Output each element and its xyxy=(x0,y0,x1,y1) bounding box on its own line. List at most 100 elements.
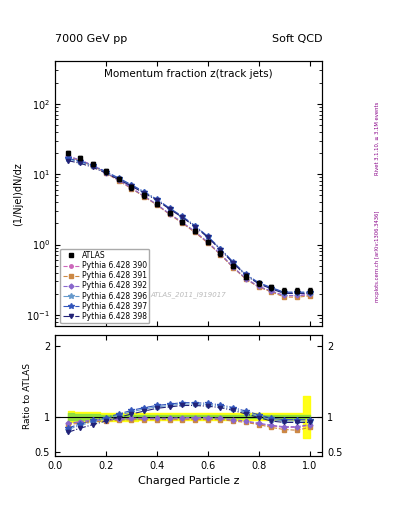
Line: Pythia 6.428 397: Pythia 6.428 397 xyxy=(65,156,312,295)
Pythia 6.428 396 xyxy=(65,156,70,162)
Pythia 6.428 398 xyxy=(142,190,147,196)
Pythia 6.428 390 xyxy=(282,293,286,299)
Pythia 6.428 391 xyxy=(294,294,299,301)
Pythia 6.428 390 xyxy=(307,292,312,298)
Y-axis label: Ratio to ATLAS: Ratio to ATLAS xyxy=(23,362,32,429)
Pythia 6.428 390 xyxy=(218,251,223,258)
Pythia 6.428 396 xyxy=(129,182,134,188)
Pythia 6.428 392 xyxy=(167,210,172,217)
Pythia 6.428 392 xyxy=(104,169,108,176)
Pythia 6.428 396 xyxy=(116,176,121,182)
Pythia 6.428 396 xyxy=(180,214,185,220)
Pythia 6.428 397 xyxy=(231,259,235,265)
Pythia 6.428 392 xyxy=(116,177,121,183)
Text: mcplots.cern.ch [arXiv:1306.3436]: mcplots.cern.ch [arXiv:1306.3436] xyxy=(375,210,380,302)
Pythia 6.428 397 xyxy=(282,289,286,295)
Pythia 6.428 397 xyxy=(104,168,108,175)
Pythia 6.428 398 xyxy=(256,281,261,287)
Pythia 6.428 398 xyxy=(91,164,95,170)
Pythia 6.428 397 xyxy=(116,175,121,181)
Pythia 6.428 391 xyxy=(282,294,286,300)
Pythia 6.428 390 xyxy=(244,276,248,282)
Pythia 6.428 390 xyxy=(180,220,185,226)
Pythia 6.428 392 xyxy=(65,153,70,159)
Pythia 6.428 398 xyxy=(218,247,223,253)
X-axis label: Charged Particle z: Charged Particle z xyxy=(138,476,239,486)
Pythia 6.428 392 xyxy=(154,201,159,207)
Pythia 6.428 390 xyxy=(294,293,299,299)
Pythia 6.428 396 xyxy=(244,272,248,278)
Pythia 6.428 396 xyxy=(307,290,312,296)
Text: Rivet 3.1.10, ≥ 3.1M events: Rivet 3.1.10, ≥ 3.1M events xyxy=(375,101,380,175)
Pythia 6.428 391 xyxy=(116,178,121,184)
Pythia 6.428 398 xyxy=(129,183,134,189)
Text: ATLAS_2011_I919017: ATLAS_2011_I919017 xyxy=(151,291,226,297)
Pythia 6.428 396 xyxy=(294,290,299,296)
Pythia 6.428 398 xyxy=(307,290,312,296)
Pythia 6.428 391 xyxy=(180,220,185,226)
Pythia 6.428 397 xyxy=(167,205,172,211)
Pythia 6.428 390 xyxy=(142,193,147,199)
Pythia 6.428 398 xyxy=(294,290,299,296)
Pythia 6.428 391 xyxy=(154,202,159,208)
Pythia 6.428 396 xyxy=(104,169,108,175)
Pythia 6.428 397 xyxy=(206,233,210,240)
Line: Pythia 6.428 396: Pythia 6.428 396 xyxy=(65,156,312,295)
Pythia 6.428 391 xyxy=(206,240,210,246)
Pythia 6.428 390 xyxy=(91,162,95,168)
Line: Pythia 6.428 392: Pythia 6.428 392 xyxy=(66,154,311,297)
Pythia 6.428 390 xyxy=(129,185,134,191)
Pythia 6.428 398 xyxy=(65,158,70,164)
Pythia 6.428 397 xyxy=(244,271,248,278)
Pythia 6.428 390 xyxy=(193,229,197,235)
Pythia 6.428 391 xyxy=(231,265,235,271)
Pythia 6.428 397 xyxy=(142,188,147,195)
Pythia 6.428 391 xyxy=(307,293,312,299)
Text: 7000 GeV pp: 7000 GeV pp xyxy=(55,33,127,44)
Pythia 6.428 392 xyxy=(294,292,299,298)
Legend: ATLAS, Pythia 6.428 390, Pythia 6.428 391, Pythia 6.428 392, Pythia 6.428 396, P: ATLAS, Pythia 6.428 390, Pythia 6.428 39… xyxy=(61,249,149,323)
Pythia 6.428 397 xyxy=(78,158,83,164)
Pythia 6.428 392 xyxy=(244,275,248,282)
Pythia 6.428 397 xyxy=(294,289,299,295)
Pythia 6.428 397 xyxy=(154,196,159,202)
Pythia 6.428 390 xyxy=(154,202,159,208)
Pythia 6.428 392 xyxy=(269,288,274,294)
Pythia 6.428 398 xyxy=(244,272,248,279)
Pythia 6.428 396 xyxy=(167,205,172,211)
Pythia 6.428 391 xyxy=(129,185,134,191)
Pythia 6.428 397 xyxy=(256,280,261,286)
Pythia 6.428 396 xyxy=(218,246,223,252)
Text: Soft QCD: Soft QCD xyxy=(272,33,322,44)
Pythia 6.428 390 xyxy=(78,157,83,163)
Pythia 6.428 390 xyxy=(116,177,121,183)
Pythia 6.428 390 xyxy=(167,211,172,217)
Pythia 6.428 391 xyxy=(65,154,70,160)
Pythia 6.428 397 xyxy=(193,223,197,229)
Line: Pythia 6.428 398: Pythia 6.428 398 xyxy=(66,159,312,295)
Pythia 6.428 397 xyxy=(307,289,312,295)
Pythia 6.428 392 xyxy=(193,228,197,234)
Pythia 6.428 396 xyxy=(282,290,286,296)
Pythia 6.428 391 xyxy=(244,276,248,282)
Pythia 6.428 398 xyxy=(180,215,185,221)
Pythia 6.428 391 xyxy=(256,284,261,290)
Pythia 6.428 398 xyxy=(269,286,274,292)
Pythia 6.428 391 xyxy=(91,163,95,169)
Pythia 6.428 390 xyxy=(206,240,210,246)
Pythia 6.428 398 xyxy=(282,290,286,296)
Pythia 6.428 392 xyxy=(206,239,210,245)
Pythia 6.428 397 xyxy=(218,246,223,252)
Line: Pythia 6.428 391: Pythia 6.428 391 xyxy=(66,155,311,299)
Pythia 6.428 392 xyxy=(91,162,95,168)
Pythia 6.428 397 xyxy=(269,285,274,291)
Pythia 6.428 391 xyxy=(78,158,83,164)
Pythia 6.428 397 xyxy=(129,182,134,188)
Pythia 6.428 390 xyxy=(269,288,274,294)
Pythia 6.428 396 xyxy=(256,280,261,286)
Pythia 6.428 398 xyxy=(104,170,108,176)
Pythia 6.428 397 xyxy=(65,155,70,161)
Pythia 6.428 390 xyxy=(256,284,261,290)
Pythia 6.428 392 xyxy=(218,251,223,257)
Pythia 6.428 392 xyxy=(307,291,312,297)
